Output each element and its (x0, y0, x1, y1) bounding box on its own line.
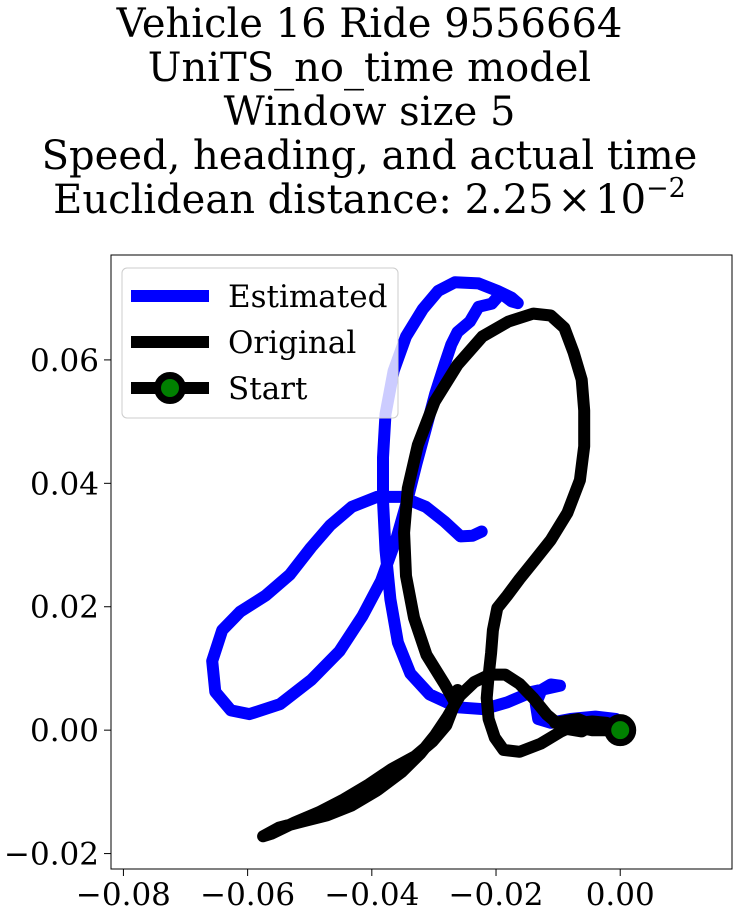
legend-label-estimated: Estimated (228, 279, 387, 315)
title-line-1: Vehicle 16 Ride 9556664 (116, 1, 623, 47)
series-layer (206, 276, 637, 843)
title-line-4: Speed, heading, and actual time (41, 133, 698, 179)
x-tick-label: 0.00 (586, 877, 655, 913)
title-metric-exponent: −2 (646, 173, 686, 204)
legend-start-marker (154, 372, 186, 404)
series-line-original (257, 307, 627, 843)
y-tick-label: 0.06 (30, 343, 99, 379)
title-line-2: UniTS_no_time model (147, 45, 592, 91)
y-tick-label: 0.04 (30, 466, 99, 502)
title-metric-mantissa: 2.25 (464, 177, 554, 223)
x-tick-label: −0.02 (449, 877, 544, 913)
x-tick-label: −0.04 (324, 877, 419, 913)
title-metric-times: × (557, 177, 592, 223)
chart-title: Vehicle 16 Ride 9556664 UniTS_no_time mo… (0, 2, 739, 222)
y-tick-label: −0.02 (4, 837, 99, 873)
title-metric-base: 10 (595, 177, 647, 223)
x-tick-label: −0.06 (200, 877, 295, 913)
start-marker (604, 714, 637, 747)
x-tick-label: −0.08 (76, 877, 171, 913)
legend-label-original: Original (228, 325, 356, 361)
legend-label-start: Start (228, 371, 308, 407)
y-tick-label: 0.00 (30, 713, 99, 749)
title-metric-label: Euclidean distance: (53, 177, 465, 223)
title-line-5: Euclidean distance: 2.25 × 10−2 (0, 175, 739, 223)
title-line-3: Window size 5 (223, 89, 516, 135)
axis-ticks: −0.08 −0.06 −0.04 −0.02 0.00 −0.02 0.00 0.02 0.0… (4, 343, 655, 913)
plot-frame (110, 254, 733, 870)
legend: Estimated Original Start (121, 267, 399, 419)
y-tick-label: 0.02 (30, 590, 99, 626)
legend-box (121, 267, 399, 419)
